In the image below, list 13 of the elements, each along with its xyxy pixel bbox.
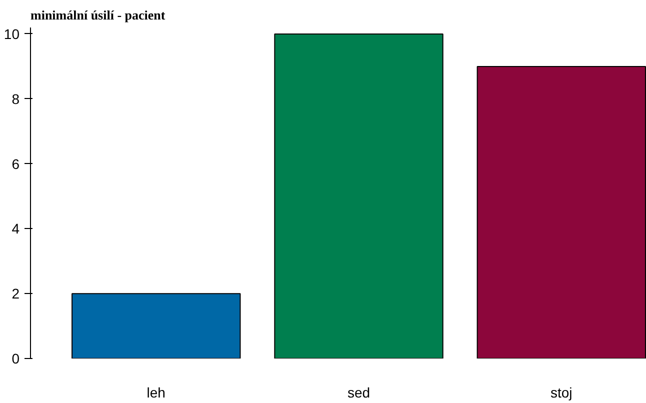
y-tick-label: 4 xyxy=(12,220,20,237)
x-tick-label: leh xyxy=(146,384,166,400)
y-tick-label: 2 xyxy=(12,286,20,302)
bar xyxy=(274,33,444,358)
chart-title: minimální úsilí - pacient xyxy=(30,8,166,22)
y-tick-label: 6 xyxy=(12,156,20,172)
bar xyxy=(476,66,646,358)
x-tick-label: sed xyxy=(347,384,370,400)
bar xyxy=(72,293,241,358)
y-tick-label: 8 xyxy=(12,90,20,107)
y-tick-label: 10 xyxy=(4,26,20,42)
y-tick-label: 0 xyxy=(12,350,20,366)
x-tick-label: stoj xyxy=(550,384,572,400)
